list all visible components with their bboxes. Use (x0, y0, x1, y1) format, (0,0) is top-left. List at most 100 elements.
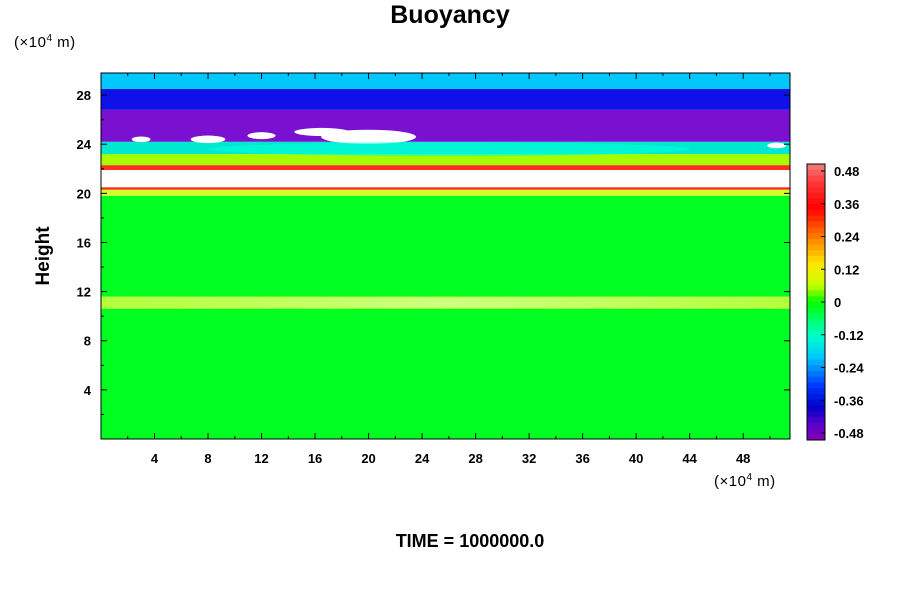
y-axis-label: Height (33, 226, 54, 286)
colorbar-swatch (807, 164, 825, 171)
colorbar-swatch (807, 261, 825, 268)
heatmap-layer (101, 189, 790, 196)
colorbar-tick-label: 0.48 (834, 164, 859, 179)
y-unit-exponent: 4 (46, 33, 53, 44)
colorbar-swatch (807, 227, 825, 234)
x-axis-unit-label: (×104 m) (714, 472, 776, 490)
colorbar-swatch (807, 267, 825, 274)
y-unit-prefix: (×10 (14, 34, 47, 51)
plot-frame (100, 72, 791, 440)
colorbar-swatch (807, 382, 825, 389)
y-tick-label: 8 (84, 334, 91, 349)
heatmap-layer (101, 73, 790, 89)
colorbar-swatch (807, 169, 825, 176)
colorbar-tick-label: -0.36 (834, 393, 864, 408)
time-label: TIME = 1000000.0 (395, 531, 545, 551)
colorbar-swatch (807, 417, 825, 424)
colorbar-swatch (807, 181, 825, 188)
heatmap-details (101, 127, 790, 308)
colorbar-swatch (807, 302, 825, 309)
colorbar-tick-label: -0.24 (834, 361, 864, 376)
colorbar-swatch (807, 313, 825, 320)
colorbar-swatch (807, 175, 825, 182)
colorbar-swatch (807, 330, 825, 337)
x-tick-label: 16 (308, 451, 322, 466)
colorbar-swatch (807, 405, 825, 412)
colorbar-swatch (807, 319, 825, 326)
colorbar-swatch (807, 296, 825, 303)
colorbar-tick-label: 0.24 (834, 230, 860, 245)
high-value-patch (190, 135, 226, 144)
colorbar-swatch (807, 215, 825, 222)
y-tick-label: 20 (77, 186, 91, 201)
colorbar-swatch (807, 233, 825, 240)
x-tick-label: 12 (254, 451, 268, 466)
colorbar-swatch (807, 353, 825, 360)
colorbar-swatch (807, 388, 825, 395)
colorbar-swatch (807, 342, 825, 349)
x-axis: 4 8 12 16 20 24 28 32 36 40 44 48 (127, 73, 771, 466)
y-tick-label: 28 (77, 88, 91, 103)
y-tick-label: 12 (77, 285, 91, 300)
colorbar-swatch (807, 399, 825, 406)
heatmap-layer (101, 165, 790, 171)
y-tick-label: 4 (84, 383, 92, 398)
high-value-patch (767, 142, 786, 149)
y-axis-unit-label: (×104 m) (14, 33, 76, 51)
colorbar-tick-label: 0.12 (834, 262, 859, 277)
colorbar-swatch (807, 273, 825, 280)
cyan-lens (208, 142, 690, 157)
colorbar-swatch (807, 336, 825, 343)
heatmap-layer (101, 154, 790, 166)
colorbar-swatch (807, 250, 825, 257)
high-value-patch (131, 136, 151, 143)
colorbar-tick-label: 0 (834, 295, 841, 310)
colorbar-swatch (807, 422, 825, 429)
heatmap-layer (101, 187, 790, 190)
high-value-patch (247, 132, 276, 140)
colorbar-swatch (807, 325, 825, 332)
x-tick-label: 32 (522, 451, 536, 466)
mid-band-highlight (101, 297, 790, 308)
x-tick-label: 4 (151, 451, 159, 466)
colorbar-swatch (807, 244, 825, 251)
colorbar-swatch (807, 428, 825, 435)
colorbar-tick-label: -0.12 (834, 328, 864, 343)
colorbar-swatch (807, 376, 825, 383)
colorbar-swatch (807, 279, 825, 286)
heatmap-layer (101, 88, 790, 110)
x-unit-prefix: (×10 (714, 473, 747, 490)
heatmap-layer (101, 195, 790, 439)
colorbar-tick-label: -0.48 (834, 426, 864, 441)
heatmap-layers (101, 73, 790, 439)
x-tick-label: 20 (361, 451, 375, 466)
colorbar-swatch (807, 221, 825, 228)
x-tick-label: 24 (415, 451, 430, 466)
x-tick-label: 8 (204, 451, 211, 466)
y-axis: 4 8 12 16 20 24 28 (77, 88, 790, 415)
x-unit-suffix: m) (752, 473, 776, 490)
chart-title: Buoyancy (390, 1, 510, 29)
colorbar-swatch (807, 365, 825, 372)
colorbar-swatch (807, 394, 825, 401)
colorbar-swatch (807, 411, 825, 418)
colorbar-swatch (807, 371, 825, 378)
colorbar-swatch (807, 192, 825, 199)
x-tick-label: 48 (736, 451, 750, 466)
colorbar-swatch (807, 198, 825, 205)
high-value-patch (294, 127, 350, 137)
colorbar-swatch (807, 256, 825, 263)
colorbar-swatch (807, 187, 825, 194)
colorbar-swatch (807, 290, 825, 297)
y-unit-suffix: m) (52, 34, 76, 51)
x-tick-label: 44 (682, 451, 697, 466)
heatmap-layer (101, 170, 790, 188)
colorbar-tick-label: 0.36 (834, 197, 859, 212)
x-tick-label: 40 (629, 451, 643, 466)
y-tick-label: 16 (77, 235, 91, 250)
colorbar-swatch (807, 204, 825, 211)
x-tick-label: 28 (468, 451, 482, 466)
colorbar-swatch (807, 307, 825, 314)
colorbar-swatch (807, 359, 825, 366)
